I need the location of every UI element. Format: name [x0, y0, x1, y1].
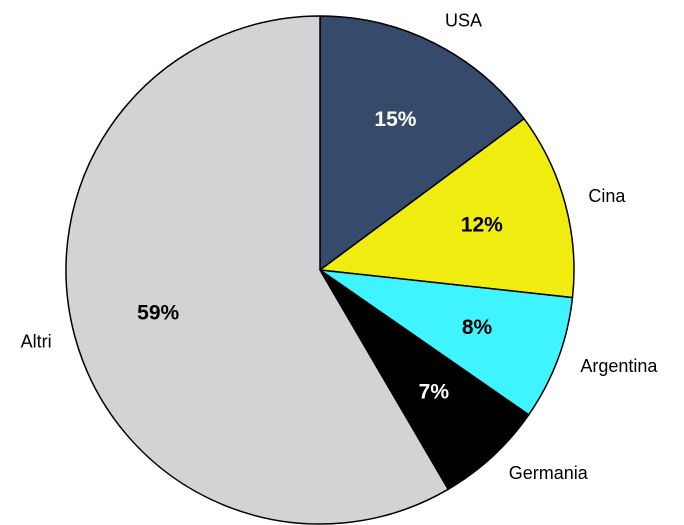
category-label: Argentina — [580, 356, 658, 376]
pie-slice — [319, 269, 574, 416]
pie-slice — [65, 15, 450, 525]
category-label: Germania — [509, 463, 589, 483]
category-label: Altri — [21, 331, 52, 351]
pie-slice — [319, 269, 530, 491]
category-label: USA — [445, 10, 482, 30]
value-label: 15% — [374, 108, 416, 131]
value-label: 59% — [137, 301, 179, 324]
pie-slice — [318, 117, 575, 299]
value-label: 8% — [462, 316, 493, 339]
pie-slice — [319, 15, 526, 272]
value-label: 7% — [419, 381, 450, 404]
value-label: 12% — [461, 214, 503, 237]
category-label: Cina — [588, 186, 626, 206]
